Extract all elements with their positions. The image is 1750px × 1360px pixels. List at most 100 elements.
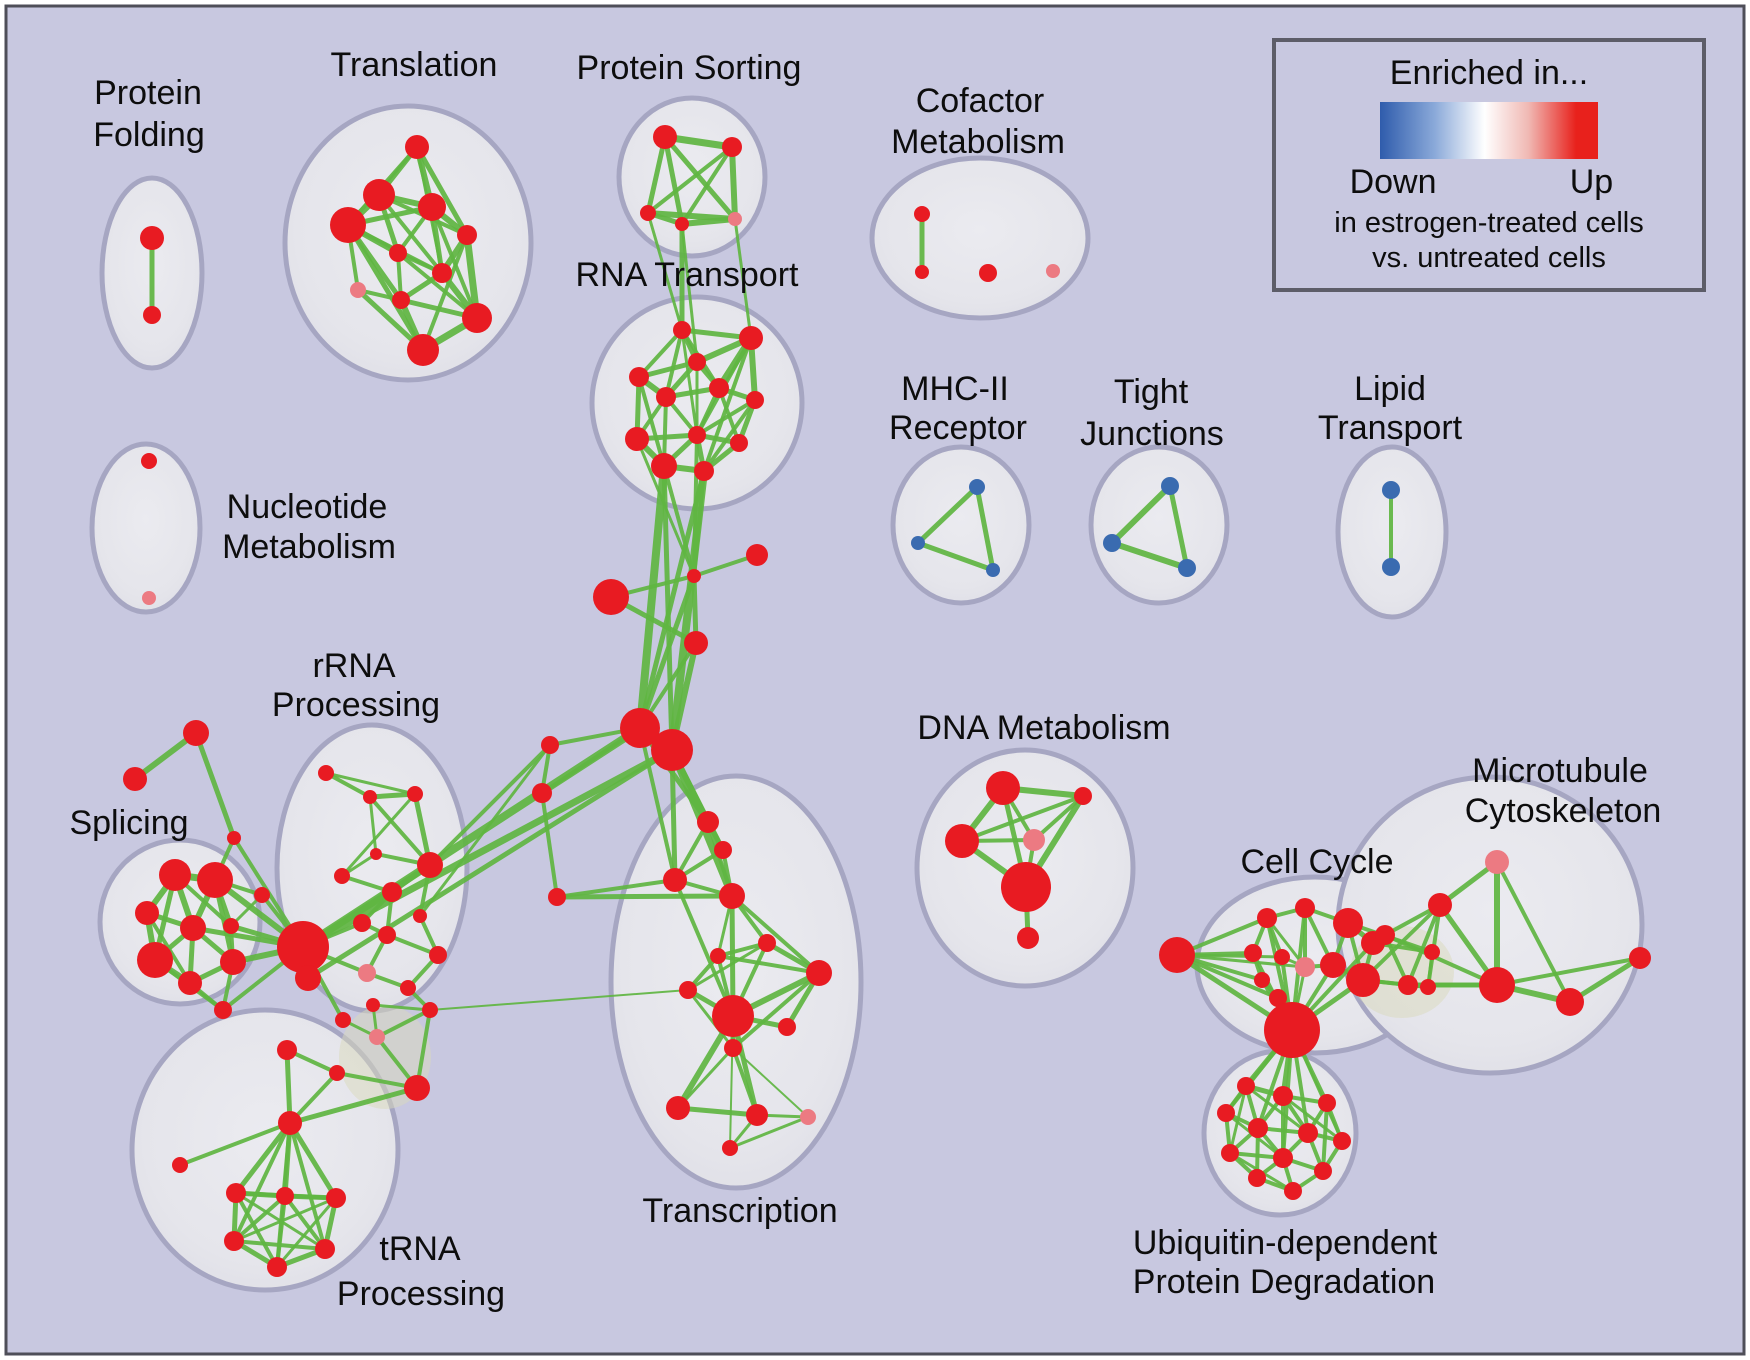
gene-set-node[interactable]	[915, 265, 929, 279]
gene-set-node[interactable]	[329, 1065, 345, 1081]
gene-set-node[interactable]	[220, 949, 246, 975]
gene-set-node[interactable]	[180, 915, 206, 941]
gene-set-node[interactable]	[413, 909, 427, 923]
gene-set-node[interactable]	[679, 981, 697, 999]
gene-set-node[interactable]	[457, 225, 477, 245]
gene-set-node[interactable]	[778, 1018, 796, 1036]
gene-set-node[interactable]	[1424, 944, 1440, 960]
gene-set-node[interactable]	[1273, 1086, 1293, 1106]
gene-set-node[interactable]	[226, 1183, 246, 1203]
gene-set-node[interactable]	[651, 453, 677, 479]
gene-set-node[interactable]	[159, 859, 191, 891]
gene-set-node[interactable]	[694, 461, 714, 481]
gene-set-node[interactable]	[407, 786, 423, 802]
gene-set-node[interactable]	[1295, 957, 1315, 977]
gene-set-node[interactable]	[1001, 862, 1051, 912]
gene-set-node[interactable]	[1244, 944, 1262, 962]
gene-set-node[interactable]	[675, 217, 689, 231]
gene-set-node[interactable]	[1248, 1118, 1268, 1138]
gene-set-node[interactable]	[666, 1096, 690, 1120]
gene-set-node[interactable]	[986, 771, 1020, 805]
gene-set-node[interactable]	[363, 179, 395, 211]
gene-set-node[interactable]	[687, 569, 701, 583]
gene-set-node[interactable]	[1382, 558, 1400, 576]
gene-set-node[interactable]	[389, 244, 407, 262]
gene-set-node[interactable]	[1629, 947, 1651, 969]
gene-set-node[interactable]	[318, 765, 334, 781]
gene-set-node[interactable]	[278, 1111, 302, 1135]
gene-set-node[interactable]	[651, 729, 693, 771]
gene-set-node[interactable]	[746, 391, 764, 409]
gene-set-node[interactable]	[728, 212, 742, 226]
gene-set-node[interactable]	[370, 848, 382, 860]
gene-set-node[interactable]	[140, 226, 164, 250]
gene-set-node[interactable]	[142, 591, 156, 605]
gene-set-node[interactable]	[363, 790, 377, 804]
gene-set-node[interactable]	[656, 387, 676, 407]
gene-set-node[interactable]	[1103, 534, 1121, 552]
gene-set-node[interactable]	[214, 1001, 232, 1019]
gene-set-node[interactable]	[422, 1002, 438, 1018]
gene-set-node[interactable]	[1295, 898, 1315, 918]
gene-set-node[interactable]	[183, 720, 209, 746]
gene-set-node[interactable]	[1333, 1132, 1351, 1150]
gene-set-node[interactable]	[1274, 949, 1290, 965]
gene-set-node[interactable]	[746, 1104, 768, 1126]
gene-set-node[interactable]	[722, 1140, 738, 1156]
gene-set-node[interactable]	[653, 125, 677, 149]
gene-set-node[interactable]	[137, 942, 173, 978]
gene-set-node[interactable]	[335, 1012, 351, 1028]
gene-set-node[interactable]	[758, 934, 776, 952]
gene-set-node[interactable]	[141, 453, 157, 469]
gene-set-node[interactable]	[979, 264, 997, 282]
gene-set-node[interactable]	[1284, 1182, 1302, 1200]
gene-set-node[interactable]	[224, 1231, 244, 1251]
gene-set-node[interactable]	[1178, 559, 1196, 577]
gene-set-node[interactable]	[315, 1239, 335, 1259]
gene-set-node[interactable]	[277, 921, 329, 973]
gene-set-node[interactable]	[1017, 927, 1039, 949]
gene-set-node[interactable]	[405, 135, 429, 159]
gene-set-node[interactable]	[254, 887, 270, 903]
gene-set-node[interactable]	[730, 434, 748, 452]
gene-set-node[interactable]	[911, 536, 925, 550]
gene-set-node[interactable]	[358, 964, 376, 982]
gene-set-node[interactable]	[1257, 908, 1277, 928]
gene-set-node[interactable]	[295, 965, 321, 991]
gene-set-node[interactable]	[1375, 925, 1395, 945]
gene-set-node[interactable]	[1479, 967, 1515, 1003]
gene-set-node[interactable]	[620, 708, 660, 748]
gene-set-node[interactable]	[532, 783, 552, 803]
gene-set-node[interactable]	[276, 1187, 294, 1205]
gene-set-node[interactable]	[277, 1040, 297, 1060]
gene-set-node[interactable]	[800, 1109, 816, 1125]
gene-set-node[interactable]	[1485, 850, 1509, 874]
gene-set-node[interactable]	[1264, 1002, 1320, 1058]
gene-set-node[interactable]	[123, 767, 147, 791]
gene-set-node[interactable]	[197, 862, 233, 898]
gene-set-node[interactable]	[719, 883, 745, 909]
gene-set-node[interactable]	[1248, 1169, 1266, 1187]
gene-set-node[interactable]	[712, 995, 754, 1037]
gene-set-node[interactable]	[1023, 829, 1045, 851]
gene-set-node[interactable]	[1217, 1104, 1235, 1122]
gene-set-node[interactable]	[1221, 1144, 1239, 1162]
gene-set-node[interactable]	[350, 282, 366, 298]
gene-set-node[interactable]	[986, 563, 1000, 577]
gene-set-node[interactable]	[1161, 477, 1179, 495]
gene-set-node[interactable]	[688, 353, 706, 371]
gene-set-node[interactable]	[806, 960, 832, 986]
gene-set-node[interactable]	[969, 479, 985, 495]
gene-set-node[interactable]	[1237, 1077, 1255, 1095]
gene-set-node[interactable]	[548, 888, 566, 906]
gene-set-node[interactable]	[223, 918, 239, 934]
gene-set-node[interactable]	[1254, 972, 1270, 988]
gene-set-node[interactable]	[178, 971, 202, 995]
gene-set-node[interactable]	[1556, 988, 1584, 1016]
gene-set-node[interactable]	[1298, 1123, 1318, 1143]
gene-set-node[interactable]	[378, 926, 396, 944]
gene-set-node[interactable]	[541, 736, 559, 754]
gene-set-node[interactable]	[418, 193, 446, 221]
gene-set-node[interactable]	[688, 426, 706, 444]
gene-set-node[interactable]	[684, 631, 708, 655]
